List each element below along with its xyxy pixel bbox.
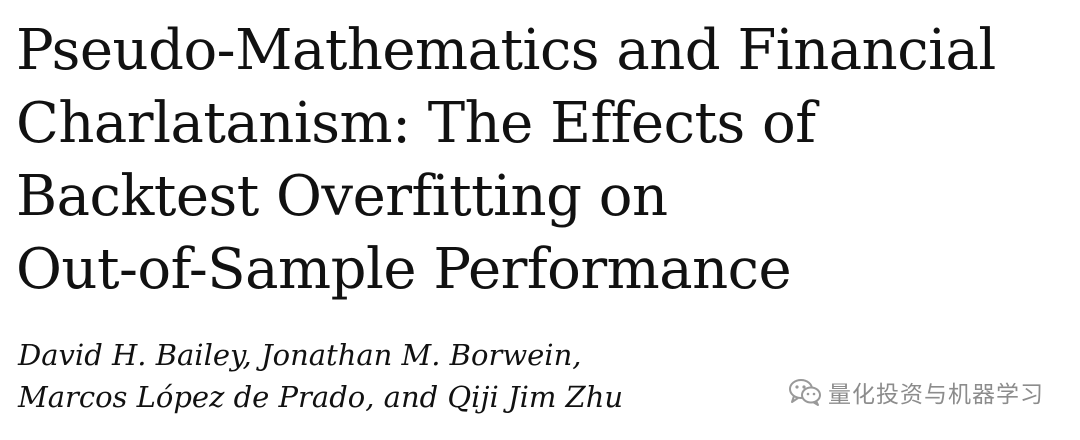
author-line: Marcos López de Prado, and Qiji Jim Zhu	[18, 380, 624, 414]
wechat-icon	[789, 379, 821, 406]
author-list: David H. Bailey, Jonathan M. Borwein, Ma…	[18, 334, 718, 418]
paper-title: Pseudo-Mathematics and Financial Charlat…	[16, 14, 1066, 306]
title-line: Out-of-Sample Performance	[16, 237, 792, 302]
watermark: 量化投资与机器学习	[788, 375, 1044, 409]
title-line: Charlatanism: The Effects of	[16, 91, 816, 156]
watermark-text: 量化投资与机器学习	[828, 382, 1044, 408]
title-line: Backtest Overfitting on	[16, 164, 668, 229]
title-line: Pseudo-Mathematics and Financial	[16, 18, 996, 83]
author-line: David H. Bailey, Jonathan M. Borwein,	[18, 338, 582, 372]
